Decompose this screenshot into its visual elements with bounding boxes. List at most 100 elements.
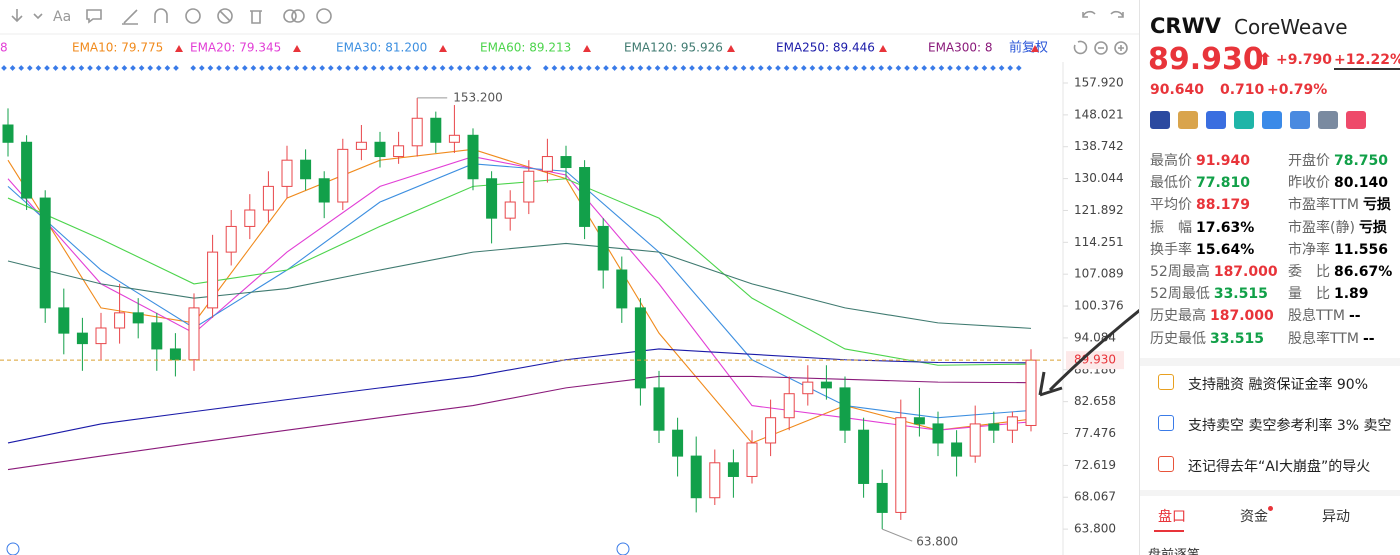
tool-compare[interactable]: [283, 9, 297, 23]
stat-label: 量 比: [1288, 286, 1330, 303]
candle-body: [820, 381, 832, 389]
y-tick-label: 130.044: [1074, 171, 1124, 185]
event-dot: [594, 65, 601, 71]
candle-body: [486, 178, 498, 219]
event-dot: [491, 65, 498, 71]
badge[interactable]: [1290, 111, 1310, 129]
event-dot: [706, 65, 713, 71]
event-dot: [517, 65, 523, 71]
toolbar[interactable]: [11, 8, 1128, 55]
event-dot: [628, 65, 635, 71]
event-dot: [456, 65, 463, 71]
tab-underline: [1154, 530, 1184, 532]
adjust-button[interactable]: 前复权: [1009, 40, 1048, 56]
candle-body: [1025, 359, 1037, 426]
stat-value: 78.750: [1334, 153, 1389, 169]
tool-delete[interactable]: [250, 10, 262, 24]
tab[interactable]: 资金: [1240, 509, 1268, 525]
notice[interactable]: 支持卖空 卖空参考利率 3% 卖空: [1188, 418, 1392, 434]
stat-value: 86.67%: [1334, 264, 1393, 280]
event-dot: [560, 65, 566, 71]
event-dot: [233, 65, 240, 71]
tool-line[interactable]: [122, 9, 138, 25]
stat-value: 187.000: [1210, 308, 1274, 325]
legend-arrow: [175, 45, 183, 52]
footer[interactable]: 盘前逐笔: [1148, 544, 1200, 555]
tool-redo[interactable]: [1110, 10, 1124, 18]
candle-body: [634, 307, 646, 389]
event-dot: [413, 65, 420, 71]
stat: 市净率 11.556: [1288, 239, 1388, 259]
tool-settings[interactable]: [316, 8, 332, 24]
event-dot: [637, 65, 644, 71]
event-dot: [783, 65, 790, 71]
badge[interactable]: [1346, 111, 1366, 129]
reset[interactable]: [1073, 40, 1088, 55]
tab[interactable]: 异动: [1322, 509, 1350, 525]
candle-body: [355, 141, 367, 150]
badge[interactable]: [1150, 111, 1170, 129]
tool-hide[interactable]: [217, 8, 233, 24]
event-dot: [345, 65, 351, 71]
event-dot: [405, 65, 412, 71]
ema-line: [7, 155, 1032, 431]
stat-label: 股息TTM: [1288, 308, 1345, 325]
event-dot: [929, 65, 936, 71]
notice[interactable]: 支持融资 融资保证金率 90%: [1188, 377, 1369, 393]
badge[interactable]: [1234, 111, 1254, 129]
candle-body: [448, 134, 460, 143]
stat-label: 历史最高: [1150, 308, 1206, 325]
tool-font[interactable]: Aa: [53, 9, 71, 25]
candle-body: [132, 312, 144, 324]
event-markers: [1, 65, 1022, 71]
candle-body: [876, 482, 888, 513]
event-dot: [869, 65, 876, 71]
event-dot: [104, 65, 111, 71]
tool-magnet[interactable]: [154, 8, 168, 23]
y-tick-label: 157.920: [1074, 75, 1124, 89]
event-dot: [276, 65, 283, 71]
tab[interactable]: 盘口: [1158, 509, 1186, 525]
tool-arrow[interactable]: [11, 9, 23, 23]
event-dot: [155, 65, 162, 71]
event-dot: [671, 65, 678, 71]
badge[interactable]: [1206, 111, 1226, 129]
zoom-out[interactable]: [1094, 41, 1108, 55]
low-label: 63.800: [916, 535, 958, 549]
stat: 52周最高 187.000: [1150, 261, 1278, 281]
stat: 平均价 88.179: [1150, 194, 1250, 214]
stat-label: 市盈率TTM: [1288, 197, 1359, 214]
candle-body: [76, 332, 88, 345]
zoom-in[interactable]: [1114, 41, 1128, 55]
stat-value: 11.556: [1334, 241, 1389, 258]
event-icon[interactable]: [616, 542, 630, 555]
candle-body: [393, 145, 405, 158]
event-icon[interactable]: [6, 542, 20, 555]
y-tick-label: 68.067: [1074, 490, 1116, 504]
event-dot: [921, 65, 928, 71]
event-dot: [302, 65, 308, 71]
notice[interactable]: 还记得去年“AI大崩盘”的导火: [1188, 459, 1371, 475]
stat: 市盈率(静) 亏损: [1288, 217, 1387, 237]
badge[interactable]: [1178, 111, 1198, 129]
event-dot: [465, 65, 472, 71]
event-dot: [886, 65, 893, 71]
tool-undo[interactable]: [1082, 10, 1096, 18]
event-dot: [809, 65, 816, 71]
candle-body: [579, 167, 591, 227]
event-dot: [431, 65, 437, 71]
candle-body: [969, 423, 981, 457]
event-dot: [938, 65, 945, 71]
stat-value: --: [1362, 330, 1375, 347]
event-dot: [981, 65, 988, 71]
tool-drop[interactable]: [33, 13, 43, 20]
candle-body: [504, 201, 516, 219]
stat-label: 昨收价: [1288, 175, 1330, 192]
event-dot: [800, 65, 807, 71]
company: CoreWeave: [1234, 15, 1348, 39]
tool-sync[interactable]: [185, 8, 201, 24]
badge[interactable]: [1318, 111, 1338, 129]
badge[interactable]: [1262, 111, 1282, 129]
tool-note[interactable]: [86, 9, 102, 24]
event-dot: [508, 65, 515, 71]
